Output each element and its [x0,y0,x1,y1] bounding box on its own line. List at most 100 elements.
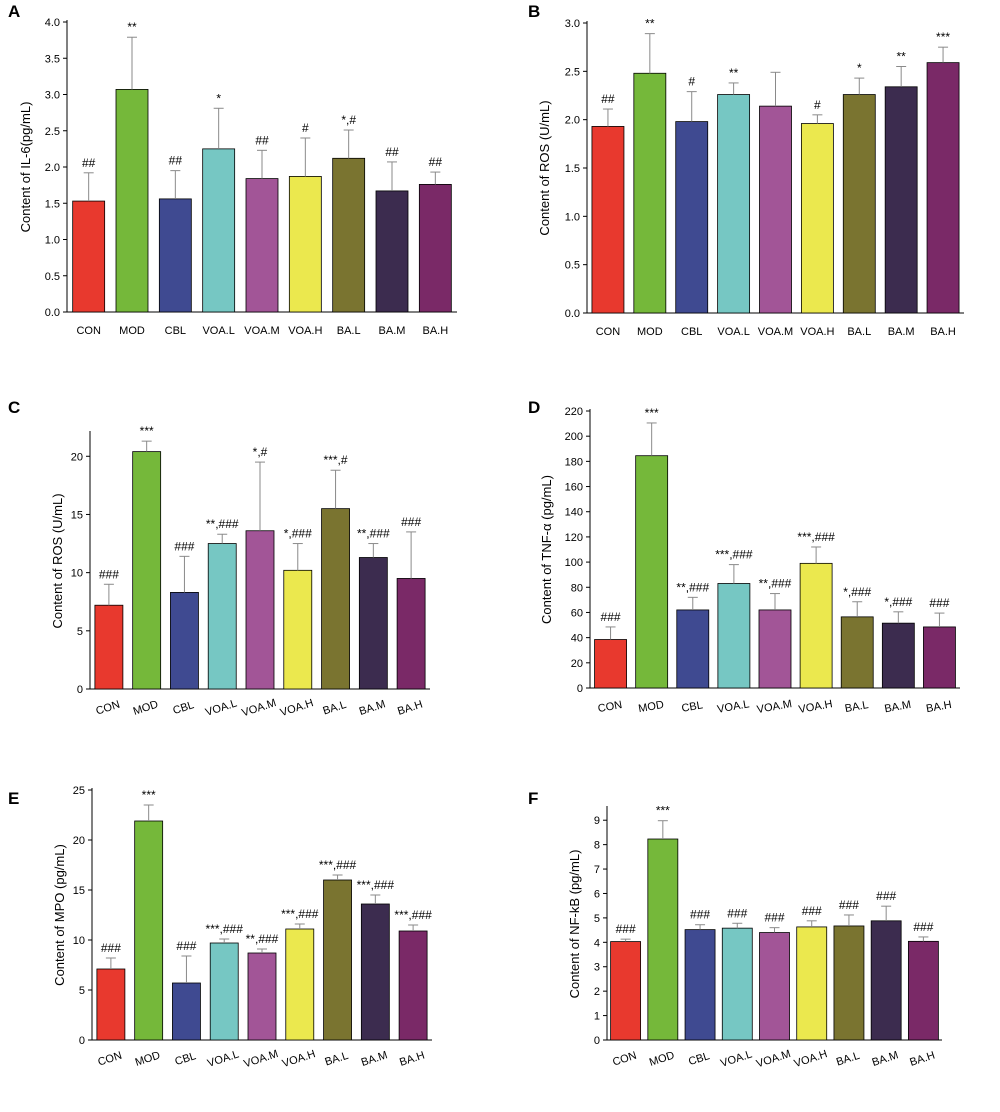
panel-a: A 0.0 0.5 1.0 1.5 2.0 2.5 3.0 3.5 4.0 Content of … [8,2,457,337]
category-label: CBL [171,699,195,717]
y-tick-label: 80 [571,582,583,594]
bar [635,455,669,689]
significance-label: **,### [759,577,792,591]
category-label: CBL [681,326,702,338]
y-tick-label: 9 [594,815,600,827]
panel-c: C 0 5 10 15 20 Content of ROS (U/mL) ### CON ***… [8,398,430,719]
category-label: VOA.L [202,325,234,337]
y-tick-label: 25 [73,785,85,797]
significance-label: ***,### [394,908,432,922]
significance-label: ### [401,515,421,529]
significance-label: ***,### [206,922,244,936]
significance-label: ### [839,898,859,912]
category-label: CON [76,325,101,337]
category-label: BA.L [323,1050,349,1069]
y-tick-label: 200 [565,431,583,443]
category-label: MOD [132,698,160,717]
y-tick-label: 180 [565,456,583,468]
category-label: CBL [681,699,704,715]
y-tick-label: 15 [71,509,83,521]
bar [870,920,902,1041]
significance-label: ### [601,610,621,624]
y-tick-label: 0 [77,684,83,696]
y-axis-label: Content of MPO (pg/mL) [52,844,67,986]
y-tick-label: 10 [71,568,83,580]
category-label: BA.H [396,698,424,717]
bar [796,926,828,1041]
category-label: BA.M [379,325,406,337]
y-tick-label: 0.0 [45,307,60,319]
y-axis-label: Content of IL-6(pg/mL) [18,102,33,233]
significance-label: ### [690,908,710,922]
category-label: VOA.L [204,697,239,718]
bar [717,94,751,314]
significance-label: ## [601,92,615,106]
y-axis-label: Content of NF-kB (pg/mL) [567,850,582,999]
y-tick-label: 1.5 [45,198,60,210]
significance-label: ### [101,941,121,955]
category-label: VOA.H [288,325,322,337]
bar [923,626,956,689]
y-tick-label: 2.0 [565,115,580,127]
category-label: BA.L [835,1050,861,1069]
category-label: CON [94,699,121,718]
category-label: VOA.M [755,1048,792,1070]
bar [172,982,201,1041]
y-tick-label: 0.0 [565,308,580,320]
bar [207,543,237,690]
significance-label: ### [764,911,784,925]
y-tick-label: 5 [79,985,85,997]
category-label: CON [596,326,621,338]
y-tick-label: 5 [594,913,600,925]
y-axis-label: Content of ROS (U/mL) [537,100,552,235]
y-tick-label: 100 [565,557,583,569]
bar [134,820,164,1041]
bar [758,609,792,689]
bar [398,930,428,1041]
significance-label: * [216,91,221,105]
bar [842,94,876,314]
panel-b: B 0.0 0.5 1.0 1.5 2.0 2.5 3.0 Content of ROS (U… [528,2,964,338]
category-label: BA.M [360,1049,389,1069]
panel-e: E 0 5 10 15 20 25 Content of MPO (pg/mL) ### CON… [8,785,432,1070]
significance-label: *,### [284,527,312,541]
bar [132,451,162,690]
panel-letter-c: C [8,398,20,417]
y-tick-label: 0.5 [45,271,60,283]
significance-label: ## [82,156,96,170]
category-label: BA.H [930,326,956,338]
category-label: CON [597,699,623,715]
bar [245,530,275,690]
y-tick-label: 160 [565,482,583,494]
y-tick-label: 20 [571,658,583,670]
category-label: CON [96,1050,123,1069]
bar [759,105,792,314]
category-label: BA.L [321,699,347,718]
y-tick-label: 140 [565,507,583,519]
bar [396,578,426,690]
significance-label: ***,### [357,878,395,892]
bar [323,879,352,1041]
category-label: BA.M [871,1049,900,1069]
bar [684,929,716,1041]
y-tick-label: 8 [594,840,600,852]
y-tick-label: 15 [73,885,85,897]
significance-label: ** [645,17,655,31]
category-label: VOA.M [240,697,277,719]
bar [358,557,388,690]
category-label: BA.H [925,699,952,715]
bar [94,604,124,690]
significance-label: ## [255,133,269,147]
panel-letter-a: A [8,2,20,21]
y-tick-label: 20 [71,451,83,463]
y-tick-label: 3 [594,962,600,974]
category-label: VOA.H [279,697,315,719]
category-label: CBL [173,1050,197,1068]
y-tick-label: 10 [73,935,85,947]
y-tick-label: 2.5 [45,126,60,138]
bar [633,72,667,314]
significance-label: ***,### [281,907,319,921]
significance-label: ### [929,596,949,610]
panel-letter-b: B [528,2,540,21]
